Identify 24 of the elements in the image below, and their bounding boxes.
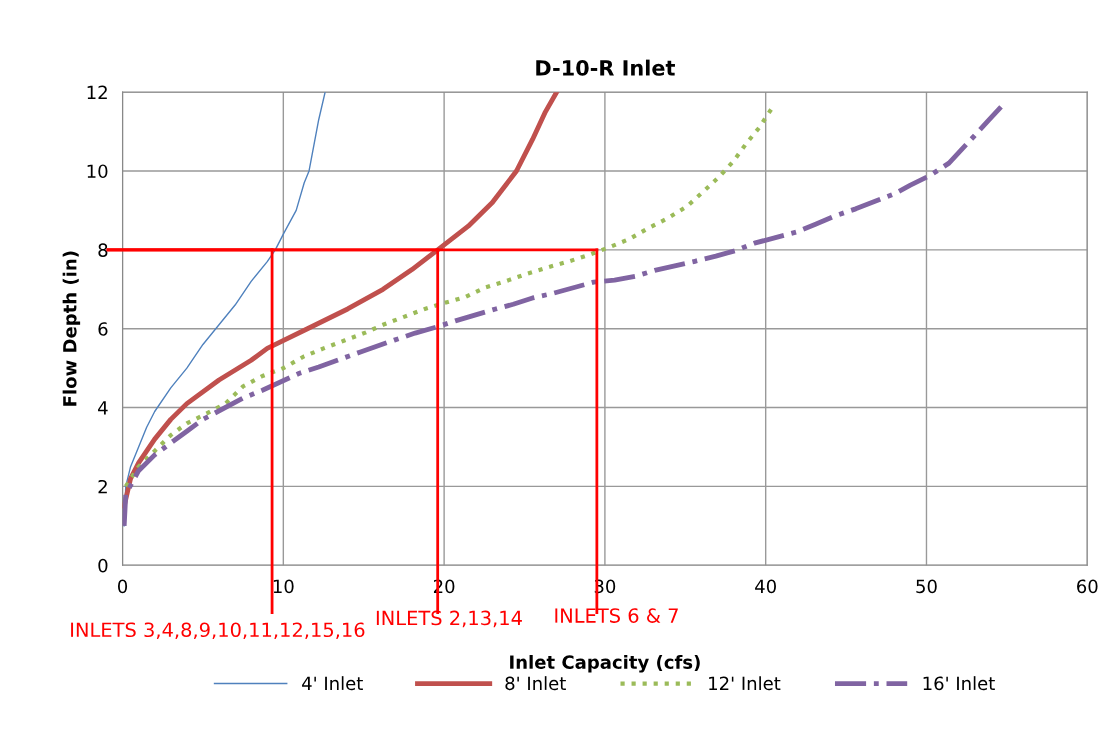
y-tick-label: 8 — [98, 243, 108, 257]
y-tick-label: 2 — [98, 479, 107, 494]
x-tick-label: 50 — [916, 579, 937, 594]
y-tick-label: 10 — [87, 164, 108, 179]
legend-label: 16' Inlet — [923, 676, 995, 691]
x-tick-label: 40 — [755, 579, 776, 594]
x-tick-label: 60 — [1077, 579, 1098, 594]
legend-label: 12' Inlet — [709, 676, 781, 691]
x-tick-label: 0 — [117, 579, 128, 594]
chart-title: D-10-R Inlet — [536, 59, 675, 76]
y-axis-title: Flow Depth (in) — [62, 251, 81, 406]
y-tick-label: 12 — [87, 85, 107, 99]
legend-label: 4' Inlet — [302, 676, 363, 691]
line-series — [123, 105, 775, 489]
y-tick-label: 0 — [98, 558, 108, 573]
y-tick-label: 6 — [98, 322, 108, 336]
line-series — [123, 92, 326, 527]
annotation: INLETS 3,4,8,9,10,11,12,15,16 — [71, 622, 365, 640]
legend-label: 8' Inlet — [505, 676, 566, 691]
x-tick-label: 10 — [273, 579, 294, 594]
y-tick-label: 4 — [98, 401, 108, 415]
x-axis-title: Inlet Capacity (cfs) — [510, 654, 700, 673]
annotation: INLETS 2,13,14 — [376, 610, 522, 628]
annotation: INLETS 6 & 7 — [555, 608, 678, 623]
